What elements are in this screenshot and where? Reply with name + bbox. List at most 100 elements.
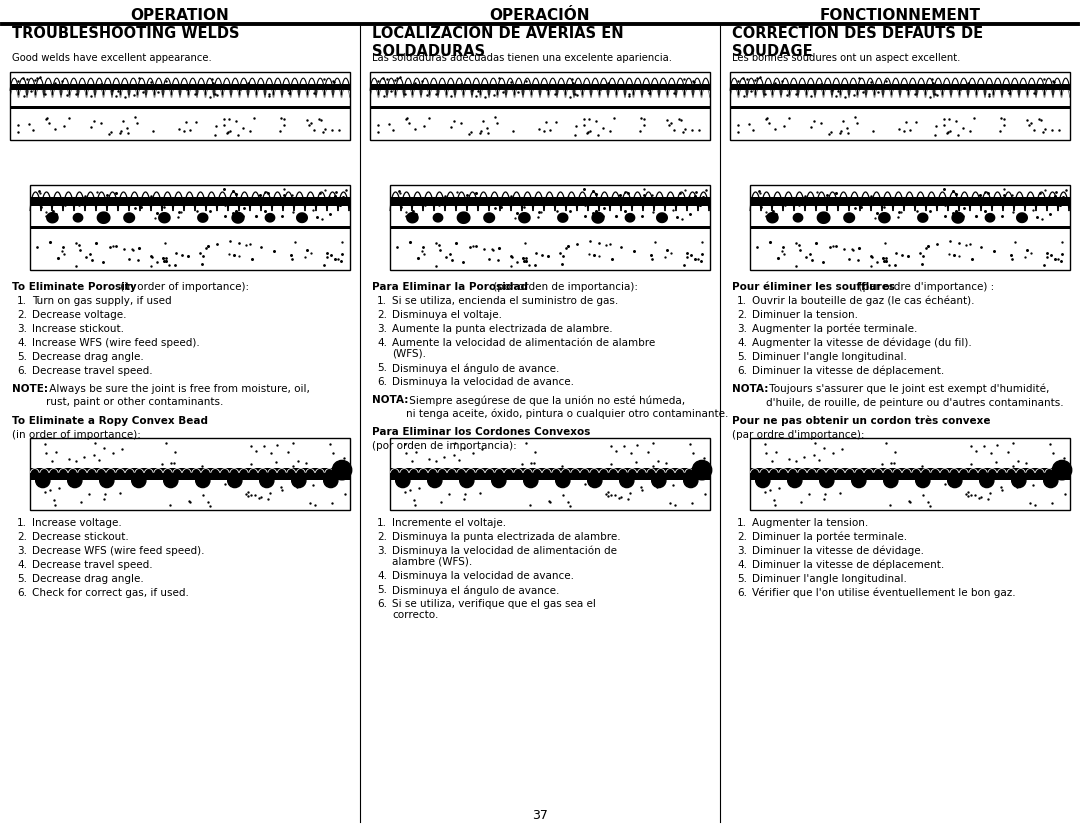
Text: correcto.: correcto. [392,610,438,620]
Text: 1.: 1. [17,518,27,528]
Circle shape [164,474,178,487]
Text: 4.: 4. [737,560,747,570]
Bar [30,185,350,270]
Text: 2.: 2. [377,532,387,542]
Text: 6.: 6. [17,588,27,598]
Text: Les bonnes soudures ont un aspect excellent.: Les bonnes soudures ont un aspect excell… [732,53,960,63]
Text: 4.: 4. [737,338,747,348]
Text: Turn on gas supply, if used: Turn on gas supply, if used [32,296,172,306]
Polygon shape [656,213,669,223]
Circle shape [428,474,442,487]
Bar [10,106,350,108]
Text: 4.: 4. [17,338,27,348]
Polygon shape [766,212,779,223]
Polygon shape [557,213,568,223]
Circle shape [787,474,802,487]
Polygon shape [793,213,804,223]
Polygon shape [231,212,245,223]
Text: 3.: 3. [737,546,747,556]
Bar [750,197,1070,206]
Text: Disminuya la velocidad de alimentación de: Disminuya la velocidad de alimentación d… [392,546,617,556]
Text: Disminuya el ángulo de avance.: Disminuya el ángulo de avance. [392,585,559,596]
Text: 1.: 1. [737,518,747,528]
Text: Diminuer la vitesse de dévidage.: Diminuer la vitesse de dévidage. [752,546,924,556]
Text: 4.: 4. [377,338,387,348]
Text: To Eliminate a Ropy Convex Bead: To Eliminate a Ropy Convex Bead [12,416,208,426]
Text: Decrease drag angle.: Decrease drag angle. [32,352,144,362]
Polygon shape [296,213,308,223]
Bar [30,197,350,206]
Text: Disminuya la velocidad de avance.: Disminuya la velocidad de avance. [392,377,573,387]
Text: 4.: 4. [377,571,387,581]
Text: Augmenter la tension.: Augmenter la tension. [752,518,868,528]
Polygon shape [816,212,831,224]
Text: 6.: 6. [377,599,387,609]
Text: Decrease voltage.: Decrease voltage. [32,310,126,320]
Text: 3.: 3. [377,546,387,556]
Text: Increase voltage.: Increase voltage. [32,518,122,528]
Polygon shape [46,212,58,223]
Circle shape [292,474,306,487]
Text: Augmenter la portée terminale.: Augmenter la portée terminale. [752,324,917,334]
Text: Si se utiliza, verifique que el gas sea el: Si se utiliza, verifique que el gas sea … [392,599,596,609]
Text: To Eliminate Porosity: To Eliminate Porosity [12,282,137,292]
Bar [390,226,710,228]
Text: 3.: 3. [17,324,27,334]
Bar [390,197,710,206]
Polygon shape [198,213,208,223]
Text: Para Eliminar la Porosidad: Para Eliminar la Porosidad [372,282,528,292]
Text: 2.: 2. [737,532,747,542]
Text: OPERATION: OPERATION [131,8,229,23]
Text: Pour ne pas obtenir un cordon très convexe: Pour ne pas obtenir un cordon très conve… [732,416,990,427]
Circle shape [132,474,146,487]
Text: OPERACIÓN: OPERACIÓN [489,8,591,23]
Polygon shape [457,212,471,224]
Bar [370,72,710,140]
Circle shape [916,474,930,487]
Text: (in order of importance):: (in order of importance): [12,430,140,440]
Polygon shape [72,213,83,223]
Text: Diminuer la portée terminale.: Diminuer la portée terminale. [752,532,907,543]
Circle shape [556,474,570,487]
Text: 2.: 2. [737,310,747,320]
Text: Augmenter la vitesse de dévidage (du fil).: Augmenter la vitesse de dévidage (du fil… [752,338,972,349]
Polygon shape [483,213,496,223]
Text: Vérifier que l'on utilise éventuellement le bon gaz.: Vérifier que l'on utilise éventuellement… [752,588,1015,598]
Circle shape [491,474,505,487]
Text: Disminuya la velocidad de avance.: Disminuya la velocidad de avance. [392,571,573,581]
Circle shape [324,474,338,487]
Circle shape [947,474,962,487]
Bar [730,84,1070,91]
Text: NOTA:: NOTA: [732,384,768,394]
Text: 37: 37 [532,809,548,822]
Polygon shape [433,213,444,223]
Bar [750,226,1070,228]
Polygon shape [592,212,605,223]
Text: Toujours s'assurer que le joint est exempt d'humidité,
d'huile, de rouille, de p: Toujours s'assurer que le joint est exem… [766,384,1064,407]
Text: Las soldaduras adecuadas tienen una excelente apariencia.: Las soldaduras adecuadas tienen una exce… [372,53,672,63]
Circle shape [228,474,242,487]
Polygon shape [951,212,964,223]
Text: Diminuer l'angle longitudinal.: Diminuer l'angle longitudinal. [752,352,907,362]
Text: 1.: 1. [377,296,387,306]
Text: Diminuer la vitesse de déplacement.: Diminuer la vitesse de déplacement. [752,366,944,376]
Text: 3.: 3. [377,324,387,334]
Bar [390,468,710,480]
Circle shape [620,474,634,487]
Bar [390,438,710,510]
Text: (WFS).: (WFS). [392,349,426,359]
Polygon shape [158,212,171,223]
Text: (in order of importance):: (in order of importance): [117,282,249,292]
Text: 2.: 2. [17,310,27,320]
Circle shape [1043,474,1058,487]
Circle shape [1012,474,1026,487]
Bar [730,106,1070,108]
Text: CORRECTION DES DÉFAUTS DE
SOUDAGE: CORRECTION DES DÉFAUTS DE SOUDAGE [732,26,983,59]
Polygon shape [624,213,635,223]
Text: Aumente la velocidad de alimentación de alambre: Aumente la velocidad de alimentación de … [392,338,656,348]
Circle shape [820,474,834,487]
Text: 2.: 2. [377,310,387,320]
Text: 6.: 6. [737,588,747,598]
Text: NOTE:: NOTE: [12,384,48,394]
Text: Diminuer la vitesse de déplacement.: Diminuer la vitesse de déplacement. [752,560,944,570]
